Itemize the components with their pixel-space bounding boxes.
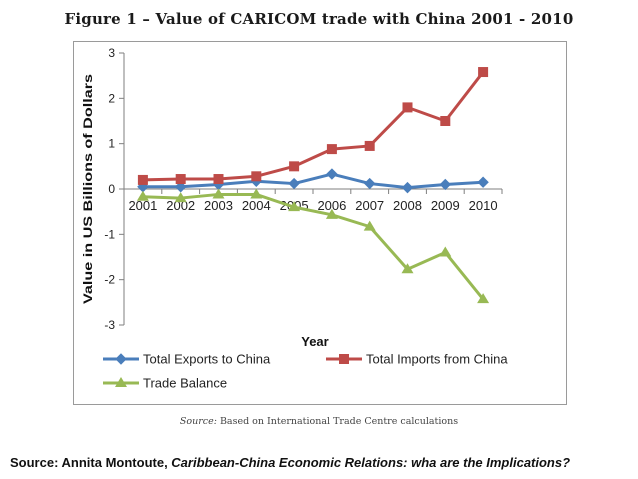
citation-title: Caribbean-China Economic Relations: wha … [171,455,571,470]
data-point-total-exports-to-china [288,177,300,190]
citation-prefix: Source: Annita Montoute, [10,455,172,470]
y-axis-title: Value in US Billions of Dollars [81,74,95,304]
data-point-total-exports-to-china [439,178,452,191]
citation: Source: Annita Montoute, Caribbean-China… [10,455,635,470]
y-tick-label: 0 [108,182,115,196]
data-point-total-exports-to-china [477,176,489,188]
data-point-trade-balance [363,220,376,231]
data-point-total-imports-from-china [402,102,413,113]
data-point-total-exports-to-china [363,177,376,190]
legend-marker [115,377,127,387]
source-note-label: Source: [179,416,217,427]
x-tick-label: 2003 [204,198,233,213]
data-point-trade-balance [288,201,301,212]
data-point-total-imports-from-china [175,174,186,185]
x-tick-label: 2008 [393,198,422,213]
series-line-total-exports-to-china [142,172,484,190]
data-point-trade-balance [212,188,225,199]
data-point-total-imports-from-china [289,161,300,172]
source-note-text: Based on International Trade Centre calc… [216,416,459,427]
data-point-total-imports-from-china [364,140,375,151]
data-point-trade-balance [136,190,149,201]
legend-label: Total Imports from China [366,352,508,367]
data-point-total-exports-to-china [326,168,338,180]
data-point-total-exports-to-china [174,181,187,193]
data-point-trade-balance [401,263,414,274]
axes-layer: 3210-1-2-3200120022003200420052006200720… [81,46,503,349]
data-point-total-imports-from-china [326,144,337,155]
x-tick-label: 2010 [469,198,498,213]
legend: Total Exports to China Total Imports from… [103,352,508,391]
data-point-total-imports-from-china [440,116,451,126]
data-point-trade-balance [477,293,490,304]
y-tick-label: 1 [108,137,115,151]
data-point-total-imports-from-china [251,171,262,182]
data-point-trade-balance [174,192,187,203]
series-trade-balance [136,188,490,304]
y-tick-label: -1 [104,227,115,241]
data-point-total-exports-to-china [401,181,414,194]
x-tick-label: 2001 [128,198,157,213]
x-tick-label: 2002 [166,198,195,213]
legend-label: Total Exports to China [143,352,271,367]
data-point-total-imports-from-china [213,174,224,185]
data-point-total-imports-from-china [478,67,489,78]
legend-marker [339,354,349,364]
series-layer [136,67,490,304]
data-point-trade-balance [325,208,338,219]
legend-item-trade-balance: Trade Balance [103,376,227,391]
x-tick-label: 2006 [317,198,346,213]
series-line-trade-balance [142,192,485,301]
legend-item-total-imports-from-china: Total Imports from China [326,352,508,367]
y-tick-label: 3 [108,46,115,60]
y-tick-label: 2 [108,91,115,105]
series-total-imports-from-china [137,67,489,185]
source-note: Source: Based on International Trade Cen… [0,416,638,427]
series-line-total-imports-from-china [142,71,485,182]
x-tick-label: 2007 [355,198,384,213]
legend-label: Trade Balance [143,376,227,391]
x-tick-label: 2009 [431,198,460,213]
chart-frame [73,41,567,405]
y-tick-label: -3 [104,318,115,332]
data-point-trade-balance [250,188,263,199]
data-point-total-imports-from-china [137,174,148,185]
legend-marker [115,353,127,365]
x-axis-title: Year [301,334,328,349]
x-tick-label: 2004 [242,198,271,213]
legend-item-total-exports-to-china: Total Exports to China [103,352,271,367]
y-tick-label: -2 [104,273,115,287]
chart-title: Figure 1 – Value of CARICOM trade with C… [64,10,574,28]
data-point-trade-balance [439,246,452,257]
